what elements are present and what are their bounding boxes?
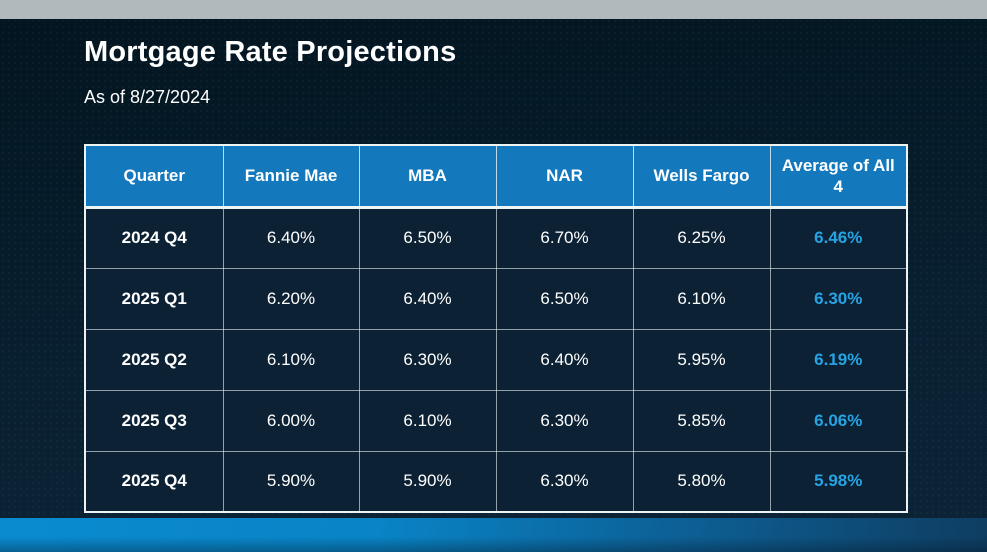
column-header-mba: MBA — [358, 144, 497, 209]
quarter-cell: 2025 Q2 — [84, 328, 224, 391]
rate-cell: 5.90% — [222, 450, 360, 513]
quarter-cell: 2025 Q1 — [84, 267, 224, 330]
rate-cell: 5.85% — [632, 389, 771, 452]
table-row: 2024 Q4 6.40% 6.50% 6.70% 6.25% 6.46% — [84, 206, 908, 269]
average-cell: 6.19% — [769, 328, 908, 391]
table-row: 2025 Q2 6.10% 6.30% 6.40% 5.95% 6.19% — [84, 328, 908, 391]
table-header-row: Quarter Fannie Mae MBA NAR Wells Fargo A… — [84, 144, 908, 209]
bottom-accent-bar — [0, 518, 987, 552]
table-row: 2025 Q3 6.00% 6.10% 6.30% 5.85% 6.06% — [84, 389, 908, 452]
rate-cell: 6.50% — [495, 267, 634, 330]
column-header-quarter: Quarter — [84, 144, 224, 209]
quarter-cell: 2024 Q4 — [84, 206, 224, 269]
rate-cell: 6.50% — [358, 206, 497, 269]
table-row: 2025 Q4 5.90% 5.90% 6.30% 5.80% 5.98% — [84, 450, 908, 513]
rate-cell: 6.30% — [495, 389, 634, 452]
rate-cell: 6.25% — [632, 206, 771, 269]
average-cell: 6.30% — [769, 267, 908, 330]
rate-cell: 6.00% — [222, 389, 360, 452]
top-accent-bar — [0, 0, 987, 19]
rate-cell: 6.40% — [495, 328, 634, 391]
rate-cell: 6.40% — [358, 267, 497, 330]
column-header-wells-fargo: Wells Fargo — [632, 144, 771, 209]
rate-cell: 6.10% — [358, 389, 497, 452]
average-cell: 6.06% — [769, 389, 908, 452]
rate-cell: 6.30% — [495, 450, 634, 513]
table-row: 2025 Q1 6.20% 6.40% 6.50% 6.10% 6.30% — [84, 267, 908, 330]
column-header-fannie-mae: Fannie Mae — [222, 144, 360, 209]
average-cell: 5.98% — [769, 450, 908, 513]
column-header-average: Average of All 4 — [769, 144, 908, 209]
rate-cell: 6.10% — [222, 328, 360, 391]
rate-cell: 5.90% — [358, 450, 497, 513]
column-header-nar: NAR — [495, 144, 634, 209]
quarter-cell: 2025 Q4 — [84, 450, 224, 513]
rate-cell: 5.80% — [632, 450, 771, 513]
page-title: Mortgage Rate Projections — [84, 36, 457, 68]
rate-cell: 6.30% — [358, 328, 497, 391]
as-of-date: As of 8/27/2024 — [84, 87, 211, 107]
rate-cell: 6.10% — [632, 267, 771, 330]
rate-cell: 5.95% — [632, 328, 771, 391]
quarter-cell: 2025 Q3 — [84, 389, 224, 452]
average-cell: 6.46% — [769, 206, 908, 269]
rate-cell: 6.40% — [222, 206, 360, 269]
mortgage-rate-table: Quarter Fannie Mae MBA NAR Wells Fargo A… — [84, 144, 908, 513]
rate-cell: 6.70% — [495, 206, 634, 269]
rate-cell: 6.20% — [222, 267, 360, 330]
